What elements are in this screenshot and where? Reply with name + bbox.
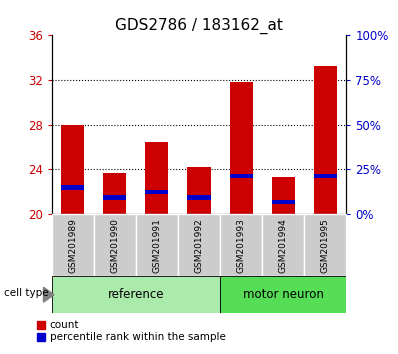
Text: cell type: cell type <box>4 288 49 298</box>
Bar <box>220 214 262 276</box>
Bar <box>230 82 253 214</box>
Bar <box>145 190 168 194</box>
Polygon shape <box>43 287 54 302</box>
Bar <box>271 177 295 214</box>
Bar <box>304 214 346 276</box>
Text: motor neuron: motor neuron <box>243 288 324 301</box>
Bar <box>220 276 346 313</box>
Text: GSM201995: GSM201995 <box>321 218 330 273</box>
Bar <box>187 167 211 214</box>
Bar <box>61 185 84 190</box>
Bar <box>187 195 211 200</box>
Bar <box>136 214 178 276</box>
Bar <box>103 195 127 200</box>
Bar <box>178 214 220 276</box>
Text: GSM201994: GSM201994 <box>279 218 288 273</box>
Bar <box>61 125 84 214</box>
Text: reference: reference <box>107 288 164 301</box>
Bar <box>103 173 127 214</box>
Bar <box>145 142 168 214</box>
Bar <box>271 200 295 204</box>
Bar <box>52 214 94 276</box>
Text: GSM201990: GSM201990 <box>110 218 119 273</box>
Bar <box>230 174 253 178</box>
Legend: count, percentile rank within the sample: count, percentile rank within the sample <box>37 320 225 342</box>
Bar <box>262 214 304 276</box>
Title: GDS2786 / 183162_at: GDS2786 / 183162_at <box>115 18 283 34</box>
Bar <box>52 276 220 313</box>
Text: GSM201991: GSM201991 <box>152 218 162 273</box>
Text: GSM201992: GSM201992 <box>195 218 203 273</box>
Text: GSM201993: GSM201993 <box>236 218 246 273</box>
Text: GSM201989: GSM201989 <box>68 218 77 273</box>
Bar <box>314 65 337 214</box>
Bar <box>94 214 136 276</box>
Bar <box>314 174 337 178</box>
